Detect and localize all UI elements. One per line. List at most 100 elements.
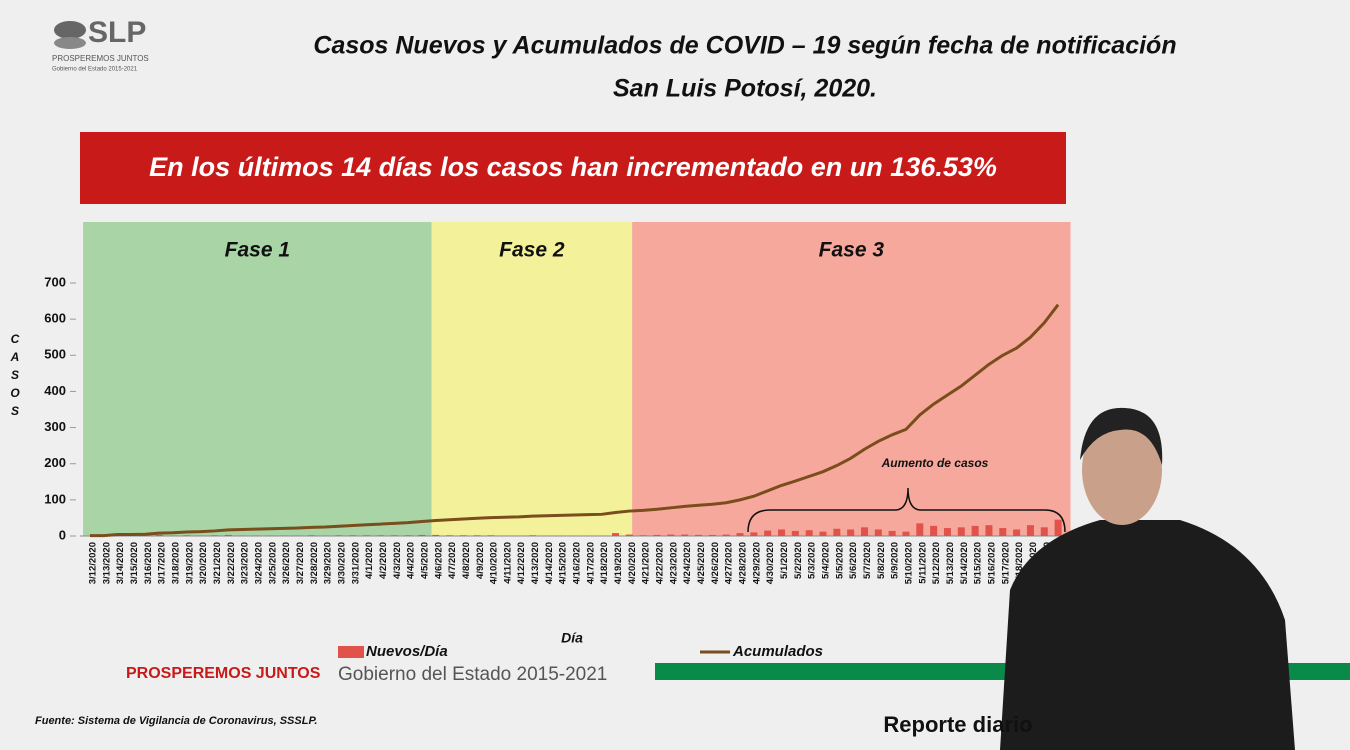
x-tick-label: 3/22/2020	[226, 542, 237, 584]
x-tick-label: 3/23/2020	[240, 542, 251, 584]
x-tick-label: 4/23/2020	[668, 542, 679, 584]
x-tick-label: 3/16/2020	[143, 542, 154, 584]
bar	[791, 530, 799, 536]
legend-label: Acumulados	[732, 643, 823, 660]
phase-label: Fase 2	[499, 239, 565, 262]
logo-gov: Gobierno del Estado 2015-2021	[52, 67, 138, 73]
x-tick-label: 3/20/2020	[198, 542, 209, 584]
logo-icon	[54, 21, 86, 39]
bar	[487, 535, 495, 536]
bar	[764, 530, 772, 536]
x-tick-label: 5/9/2020	[890, 542, 901, 579]
x-tick-label: 3/28/2020	[309, 542, 320, 584]
x-tick-label: 4/18/2020	[599, 542, 610, 584]
x-tick-label: 3/15/2020	[129, 542, 140, 584]
x-tick-label: 4/29/2020	[751, 542, 762, 584]
x-tick-label: 4/4/2020	[406, 542, 417, 579]
bar	[874, 529, 882, 536]
bar	[1013, 529, 1021, 536]
x-tick-label: 5/1/2020	[779, 542, 790, 579]
bar	[860, 527, 868, 536]
bar	[681, 534, 689, 536]
banner-text: En los últimos 14 días los casos han inc…	[149, 152, 997, 182]
x-tick-label: 4/22/2020	[655, 542, 666, 584]
bar	[307, 535, 315, 536]
x-tick-label: 3/27/2020	[295, 542, 306, 584]
bar	[833, 528, 841, 536]
x-tick-label: 5/16/2020	[986, 542, 997, 584]
bar	[708, 534, 716, 536]
y-tick-label: 700	[44, 274, 66, 289]
bar	[639, 535, 647, 536]
y-tick-label: 400	[44, 383, 66, 398]
x-tick-label: 3/25/2020	[267, 542, 278, 584]
x-tick-label: 5/5/2020	[834, 542, 845, 579]
x-tick-label: 3/19/2020	[184, 542, 195, 584]
bar	[625, 534, 633, 536]
bar	[363, 535, 371, 536]
bar	[971, 525, 979, 536]
bar	[736, 533, 744, 536]
bar	[1040, 527, 1048, 536]
x-tick-label: 4/30/2020	[765, 542, 776, 584]
x-tick-label: 4/25/2020	[696, 542, 707, 584]
y-tick-label: 500	[44, 347, 66, 362]
bar	[819, 531, 827, 536]
bar	[916, 523, 924, 536]
x-axis-label: Día	[561, 630, 583, 646]
x-tick-label: 5/11/2020	[917, 542, 928, 584]
logo-icon	[54, 37, 86, 49]
bar	[459, 535, 467, 536]
bar	[183, 535, 191, 536]
phase-band	[431, 222, 633, 536]
x-tick-label: 5/17/2020	[1000, 542, 1011, 584]
x-tick-label: 5/13/2020	[945, 542, 956, 584]
x-tick-label: 5/7/2020	[862, 542, 873, 579]
x-tick-label: 5/15/2020	[973, 542, 984, 584]
bar	[985, 525, 993, 536]
x-tick-label: 3/21/2020	[212, 542, 223, 584]
x-tick-label: 4/17/2020	[585, 542, 596, 584]
legend-label: Nuevos/Día	[366, 643, 448, 660]
x-tick-label: 4/6/2020	[433, 542, 444, 579]
x-tick-label: 4/7/2020	[447, 542, 458, 579]
bar	[404, 535, 412, 536]
bar	[930, 525, 938, 536]
caption: Reporte diario	[883, 712, 1032, 737]
phase-band	[83, 222, 432, 536]
x-tick-label: 3/14/2020	[115, 542, 126, 584]
bar	[805, 530, 813, 536]
bar	[888, 530, 896, 536]
x-tick-label: 3/26/2020	[281, 542, 292, 584]
bar	[653, 534, 661, 536]
bar	[432, 534, 440, 536]
bar	[224, 534, 232, 536]
x-tick-label: 4/9/2020	[475, 542, 486, 579]
logo-motto: PROSPEREMOS JUNTOS	[52, 54, 149, 63]
bar	[335, 535, 343, 536]
x-tick-label: 4/21/2020	[641, 542, 652, 584]
bar	[1054, 519, 1062, 536]
x-tick-label: 5/12/2020	[931, 542, 942, 584]
x-tick-label: 3/29/2020	[323, 542, 334, 584]
x-tick-label: 4/16/2020	[572, 542, 583, 584]
bar	[155, 534, 163, 536]
bar	[376, 535, 384, 536]
x-tick-label: 4/10/2020	[489, 542, 500, 584]
x-tick-label: 4/13/2020	[530, 542, 541, 584]
y-axis-label: O	[10, 386, 20, 400]
x-tick-label: 4/19/2020	[613, 542, 624, 584]
x-tick-label: 4/8/2020	[461, 542, 472, 579]
x-tick-label: 3/13/2020	[101, 542, 112, 584]
logo: SLP PROSPEREMOS JUNTOS Gobierno del Esta…	[52, 16, 149, 73]
x-tick-label: 5/2/2020	[793, 542, 804, 579]
x-tick-label: 4/11/2020	[502, 542, 513, 584]
interpreter-body	[1000, 520, 1295, 750]
phase-label: Fase 3	[819, 239, 885, 262]
y-tick-label: 0	[59, 527, 66, 542]
x-tick-label: 4/15/2020	[558, 542, 569, 584]
legend-swatch	[338, 646, 364, 658]
x-tick-label: 3/17/2020	[157, 542, 168, 584]
y-axis-label: S	[11, 404, 19, 418]
